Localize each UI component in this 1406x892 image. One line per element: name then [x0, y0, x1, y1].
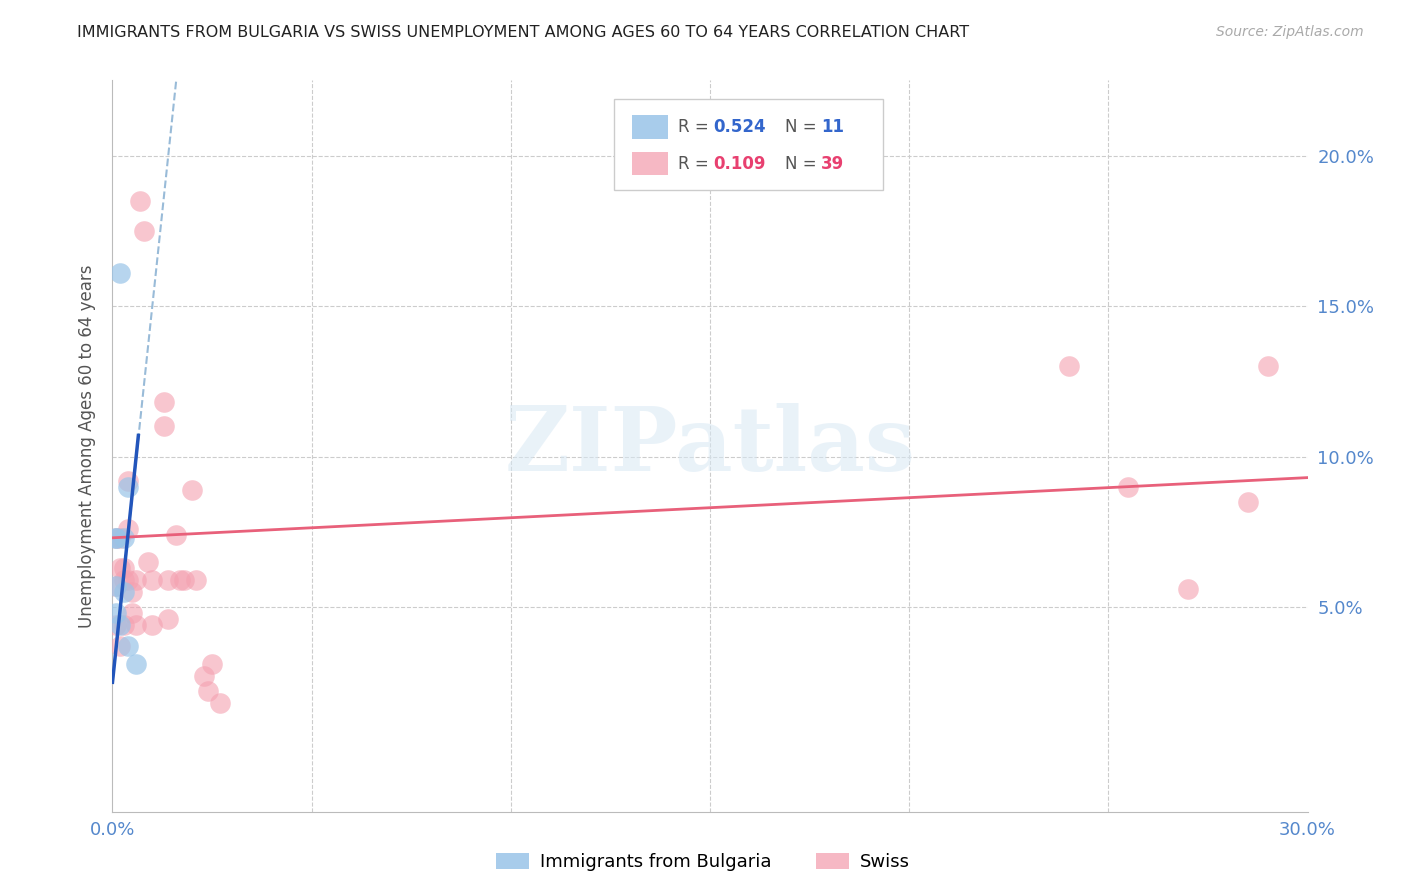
Point	[105, 618, 128, 632]
Point	[110, 561, 132, 575]
Point	[110, 618, 132, 632]
Point	[125, 657, 148, 672]
Point	[117, 639, 139, 653]
Point	[105, 606, 128, 620]
Point	[110, 639, 132, 653]
Point	[157, 573, 180, 587]
Point	[153, 395, 176, 409]
Text: 39: 39	[821, 154, 845, 173]
Point	[114, 618, 135, 632]
Point	[1177, 582, 1199, 596]
Point	[173, 573, 195, 587]
Point	[186, 573, 208, 587]
Point	[105, 531, 128, 545]
Text: 11: 11	[821, 118, 844, 136]
Point	[121, 606, 143, 620]
FancyBboxPatch shape	[633, 115, 668, 139]
Point	[134, 224, 156, 238]
Point	[117, 522, 139, 536]
Point	[193, 669, 215, 683]
Point	[209, 697, 232, 711]
Text: Source: ZipAtlas.com: Source: ZipAtlas.com	[1216, 25, 1364, 39]
Text: R =: R =	[678, 154, 714, 173]
Text: 0.524: 0.524	[714, 118, 766, 136]
Point	[125, 573, 148, 587]
Point	[1118, 480, 1140, 494]
Point	[117, 573, 139, 587]
Point	[110, 266, 132, 280]
Point	[114, 531, 135, 545]
Text: 0.109: 0.109	[714, 154, 766, 173]
Text: R =: R =	[678, 118, 714, 136]
Point	[125, 618, 148, 632]
Text: N =: N =	[786, 154, 823, 173]
Point	[105, 579, 128, 593]
Point	[114, 585, 135, 599]
Point	[129, 194, 152, 208]
Point	[105, 531, 128, 545]
Point	[105, 531, 128, 545]
Point	[157, 612, 180, 626]
Point	[1237, 494, 1260, 508]
Point	[165, 528, 187, 542]
Point	[138, 555, 160, 569]
FancyBboxPatch shape	[614, 99, 883, 190]
Point	[181, 483, 204, 497]
Point	[153, 419, 176, 434]
Point	[169, 573, 191, 587]
Text: ZIPatlas: ZIPatlas	[505, 402, 915, 490]
FancyBboxPatch shape	[633, 152, 668, 176]
Point	[201, 657, 224, 672]
Legend: Immigrants from Bulgaria, Swiss: Immigrants from Bulgaria, Swiss	[489, 846, 917, 879]
Point	[117, 480, 139, 494]
Point	[105, 579, 128, 593]
Point	[114, 561, 135, 575]
Point	[110, 531, 132, 545]
Point	[1057, 359, 1080, 374]
Point	[141, 573, 163, 587]
Point	[1257, 359, 1279, 374]
Point	[117, 474, 139, 488]
Y-axis label: Unemployment Among Ages 60 to 64 years: Unemployment Among Ages 60 to 64 years	[77, 264, 96, 628]
Text: IMMIGRANTS FROM BULGARIA VS SWISS UNEMPLOYMENT AMONG AGES 60 TO 64 YEARS CORRELA: IMMIGRANTS FROM BULGARIA VS SWISS UNEMPL…	[77, 25, 970, 40]
Point	[197, 684, 219, 698]
Text: N =: N =	[786, 118, 823, 136]
Point	[141, 618, 163, 632]
Point	[121, 585, 143, 599]
Point	[114, 573, 135, 587]
